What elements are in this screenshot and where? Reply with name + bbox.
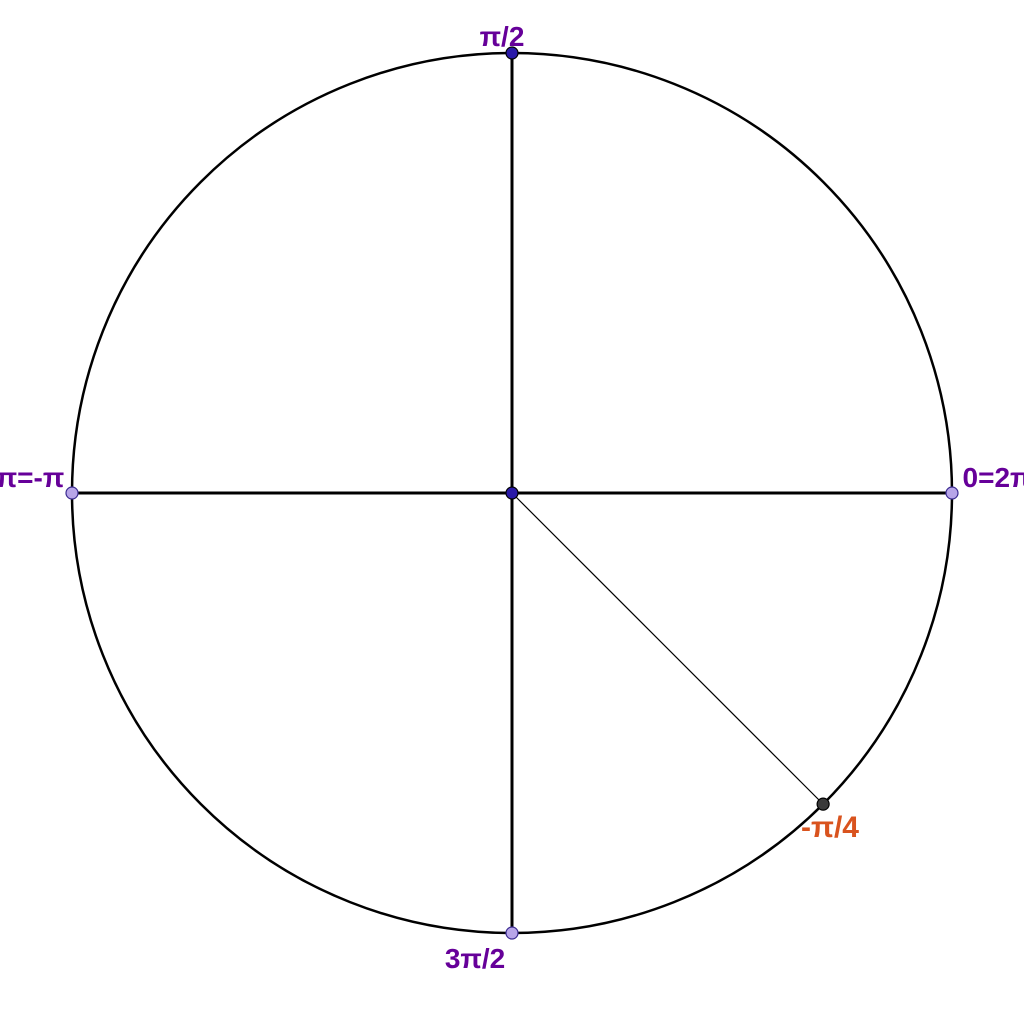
unit-circle-diagram: π/2 0=2π π=-π 3π/2 -π/4: [0, 0, 1024, 1024]
diagram-svg: [0, 0, 1024, 1024]
label-left_label: π=-π: [0, 462, 64, 494]
point-left: [66, 487, 78, 499]
label-top_label: π/2: [480, 21, 525, 53]
point-bottom: [506, 927, 518, 939]
radius-line-neg-pi-4: [512, 493, 823, 804]
label-right_label: 0=2π: [963, 462, 1024, 494]
point-center: [506, 487, 518, 499]
point-right: [946, 487, 958, 499]
point-neg_pi_4: [817, 798, 829, 810]
label-neg_pi_4_label: -π/4: [801, 811, 859, 845]
label-bottom_label: 3π/2: [445, 943, 505, 975]
